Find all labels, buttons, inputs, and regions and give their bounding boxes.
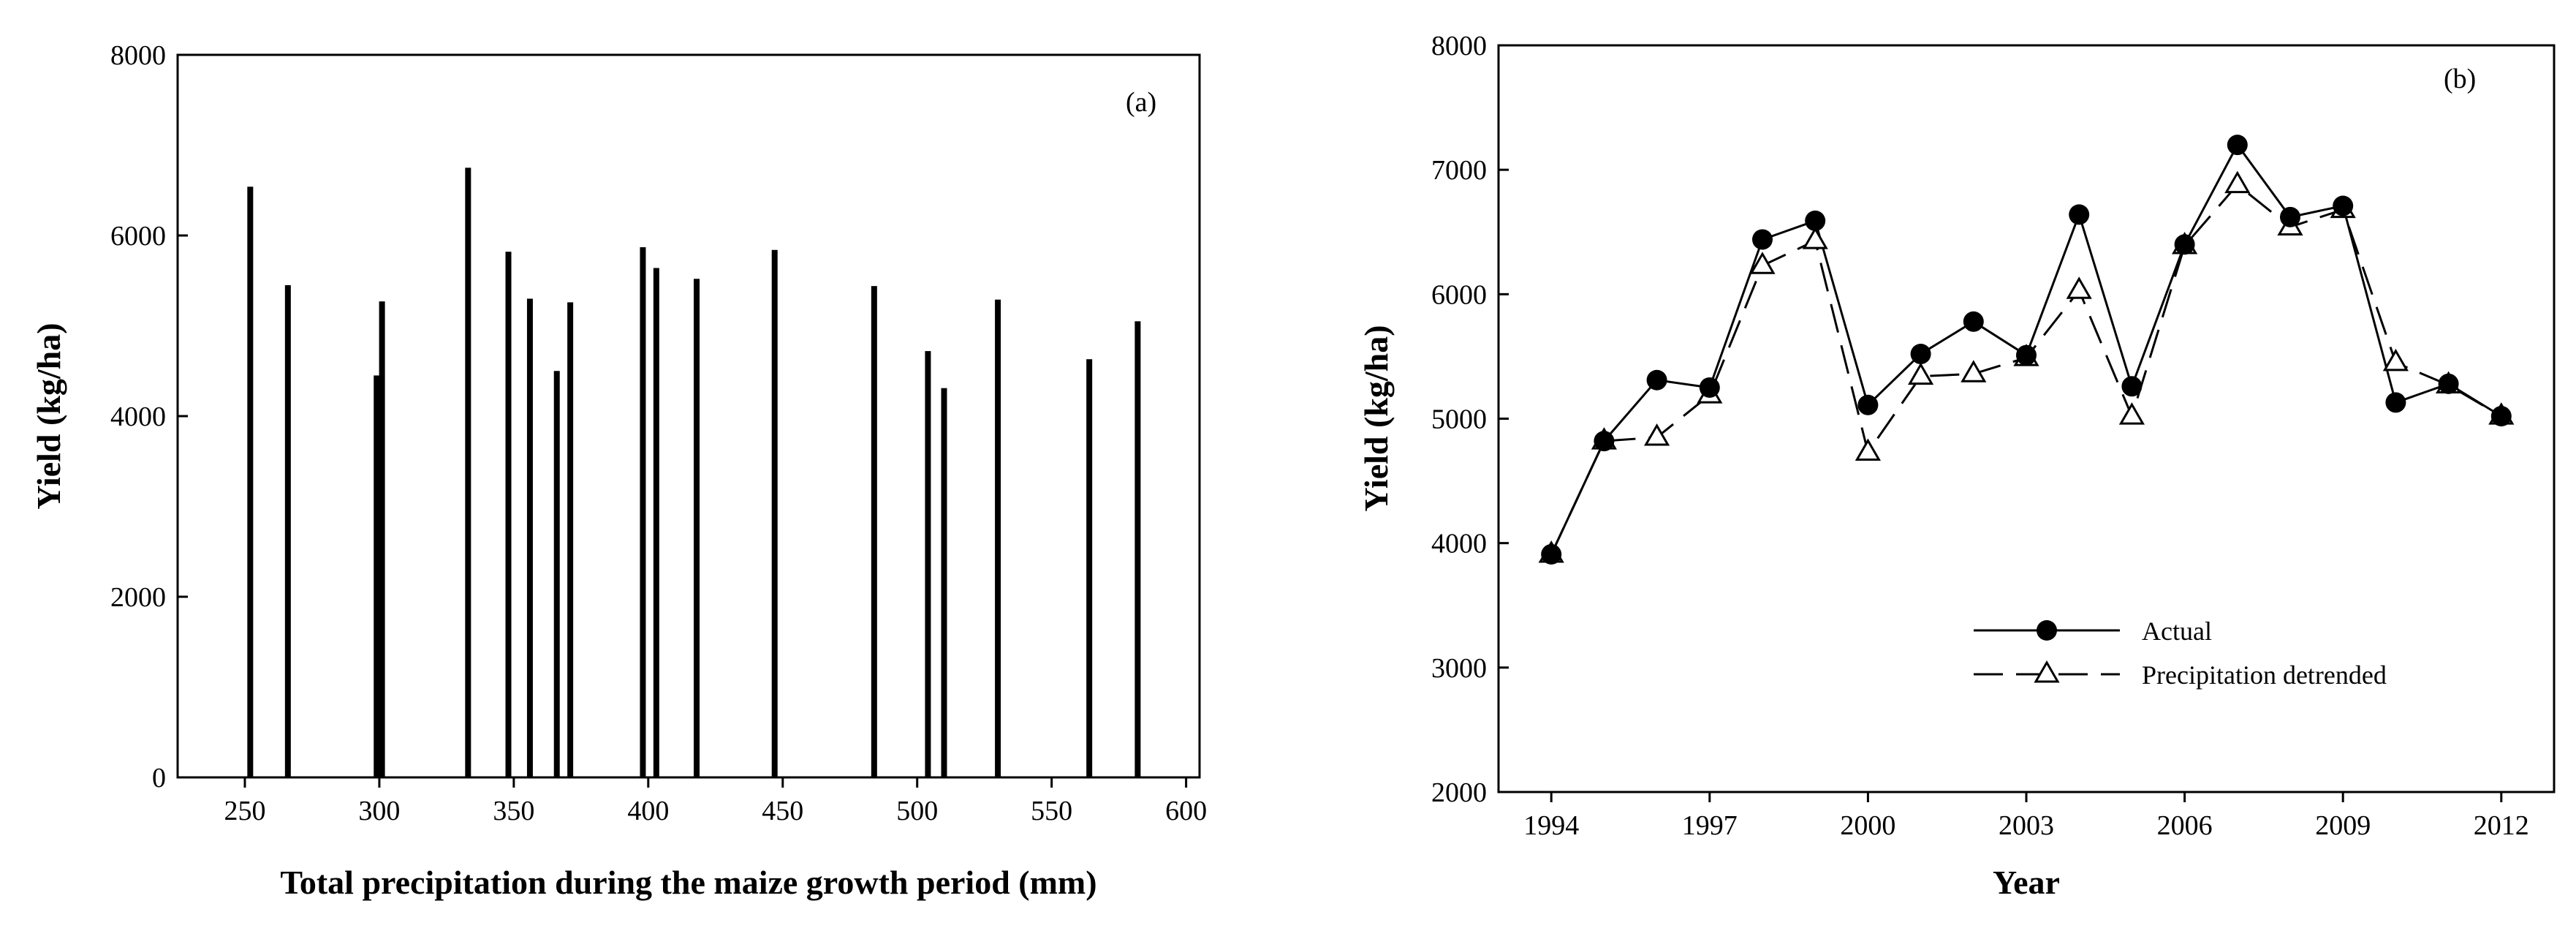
chart-a-bar bbox=[771, 249, 778, 777]
series-detrended-point bbox=[1749, 252, 1776, 274]
chart-a-bar bbox=[553, 371, 560, 777]
chart-a-bars bbox=[247, 167, 1141, 778]
chart-a-x-tick-label: 350 bbox=[493, 796, 534, 826]
chart-a-x-tick-label: 300 bbox=[358, 796, 400, 826]
chart-b-x-tick-label: 2000 bbox=[1840, 810, 1895, 841]
series-detrended-point bbox=[1644, 423, 1670, 446]
chart-b: 2000 3000 4000 5000 6000 7000 8000 1994 1997 200… bbox=[1357, 31, 2556, 901]
chart-a-y-tick-label: 2000 bbox=[110, 582, 166, 613]
chart-a-bar bbox=[640, 247, 646, 777]
chart-b-x-tick-label: 1994 bbox=[1523, 810, 1579, 841]
chart-a-panel-label: (a) bbox=[1126, 87, 1156, 118]
chart-a-bar bbox=[653, 268, 659, 778]
chart-b-legend: Actual Precipitation detrended bbox=[1974, 616, 2387, 690]
chart-a-x-axis: 250 300 350 400 450 500 550 600 bbox=[224, 777, 1207, 826]
legend-actual-label: Actual bbox=[2142, 616, 2212, 646]
series-actual-point bbox=[2121, 376, 2143, 397]
series-actual-point bbox=[1857, 394, 1879, 415]
series-actual-point bbox=[1963, 311, 1984, 332]
series-detrended-point bbox=[2382, 348, 2409, 372]
chart-a-x-tick-label: 600 bbox=[1165, 796, 1207, 826]
series-actual-point bbox=[2490, 406, 2512, 427]
chart-a-x-tick-label: 450 bbox=[762, 796, 803, 826]
chart-a-bar bbox=[284, 284, 291, 777]
chart-b-x-tick-label: 1997 bbox=[1682, 810, 1738, 841]
series-detrended-point bbox=[1802, 227, 1828, 249]
chart-b-y-tick-label: 8000 bbox=[1431, 31, 1487, 61]
chart-a-y-tick-label: 4000 bbox=[110, 401, 166, 432]
series-actual-point bbox=[2333, 195, 2354, 216]
chart-a-y-axis-title: Yield (kg/ha) bbox=[30, 323, 67, 509]
series-actual-point bbox=[2016, 344, 2037, 366]
chart-b-x-tick-label: 2009 bbox=[2315, 810, 2371, 841]
chart-b-y-tick-label: 2000 bbox=[1431, 777, 1487, 808]
chart-a-bar bbox=[379, 301, 385, 777]
chart-a-x-tick-label: 400 bbox=[627, 796, 669, 826]
chart-b-y-tick-label: 5000 bbox=[1431, 404, 1487, 435]
chart-a-y-axis: 0 2000 4000 6000 8000 bbox=[110, 40, 188, 793]
chart-a-bar bbox=[941, 388, 947, 777]
series-actual-point bbox=[1594, 431, 1615, 452]
chart-a-plot-frame bbox=[176, 53, 1201, 779]
series-detrended-point bbox=[2224, 170, 2251, 194]
chart-a-bar bbox=[995, 299, 1001, 777]
series-detrended-point bbox=[2066, 276, 2092, 299]
series-actual-point bbox=[1910, 344, 1931, 365]
chart-a-bar bbox=[925, 351, 931, 778]
chart-a-y-tick-label: 8000 bbox=[110, 40, 166, 71]
chart-a-bar bbox=[1134, 321, 1141, 777]
series-detrended-point bbox=[1961, 360, 1987, 382]
series-detrended-point bbox=[1855, 438, 1881, 461]
chart-b-panel-label: (b) bbox=[2444, 64, 2476, 94]
chart-b-plot-frame bbox=[1497, 44, 2556, 793]
series-actual-point bbox=[1541, 543, 1562, 565]
chart-a-bar bbox=[694, 279, 700, 777]
chart-b-x-tick-label: 2006 bbox=[2157, 810, 2213, 841]
legend-actual-marker bbox=[2037, 620, 2057, 641]
series-actual-point bbox=[1752, 229, 1773, 250]
chart-b-y-tick-label: 3000 bbox=[1431, 653, 1487, 684]
series-detrended-line bbox=[1550, 183, 2502, 555]
series-actual-point bbox=[2069, 204, 2090, 225]
series-actual-point bbox=[2385, 392, 2406, 413]
chart-a-bar bbox=[505, 252, 512, 778]
chart-b-x-tick-label: 2012 bbox=[2474, 810, 2529, 841]
chart-b-x-axis: 1994 1997 2000 2003 2006 2009 2012 bbox=[1523, 792, 2529, 841]
chart-a-bar bbox=[526, 298, 533, 777]
chart-a-y-tick-label: 6000 bbox=[110, 221, 166, 252]
series-actual-point bbox=[1699, 377, 1720, 398]
chart-b-y-axis: 2000 3000 4000 5000 6000 7000 8000 bbox=[1431, 31, 1509, 808]
series-actual-point bbox=[1805, 210, 1826, 231]
chart-a-bar bbox=[247, 186, 254, 777]
chart-b-y-tick-label: 4000 bbox=[1431, 529, 1487, 559]
chart-b-x-tick-label: 2003 bbox=[1999, 810, 2054, 841]
chart-b-y-tick-label: 6000 bbox=[1431, 279, 1487, 310]
chart-b-y-axis-title: Yield (kg/ha) bbox=[1357, 325, 1395, 511]
chart-b-x-axis-title: Year bbox=[1993, 864, 2060, 901]
legend-detrended-label: Precipitation detrended bbox=[2142, 660, 2387, 690]
chart-a-y-tick-label: 0 bbox=[152, 763, 166, 793]
chart-a-x-tick-label: 550 bbox=[1031, 796, 1072, 826]
chart-a-x-tick-label: 500 bbox=[896, 796, 938, 826]
series-actual-point bbox=[2174, 234, 2195, 255]
series-actual-point bbox=[2280, 206, 2300, 227]
chart-a-x-tick-label: 250 bbox=[224, 796, 265, 826]
chart-a-bar bbox=[465, 167, 471, 777]
chart-a: 0 2000 4000 6000 8000 250 300 350 400 450 500 550 6… bbox=[30, 40, 1207, 901]
series-actual-point bbox=[1646, 369, 1667, 391]
chart-a-x-axis-title: Total precipitation during the maize gro… bbox=[280, 864, 1096, 901]
series-actual-point bbox=[2227, 135, 2248, 156]
legend-detrended-marker bbox=[2034, 660, 2060, 683]
chart-a-bar bbox=[567, 302, 574, 777]
chart-b-y-tick-label: 7000 bbox=[1431, 155, 1487, 186]
chart-a-bar bbox=[871, 286, 877, 777]
series-detrended-point bbox=[2118, 402, 2145, 425]
chart-a-bar bbox=[374, 375, 380, 777]
chart-b-markers bbox=[1538, 135, 2515, 565]
series-actual-point bbox=[2438, 373, 2459, 394]
series-detrended-point bbox=[1908, 362, 1934, 385]
chart-a-bar bbox=[1086, 359, 1093, 777]
